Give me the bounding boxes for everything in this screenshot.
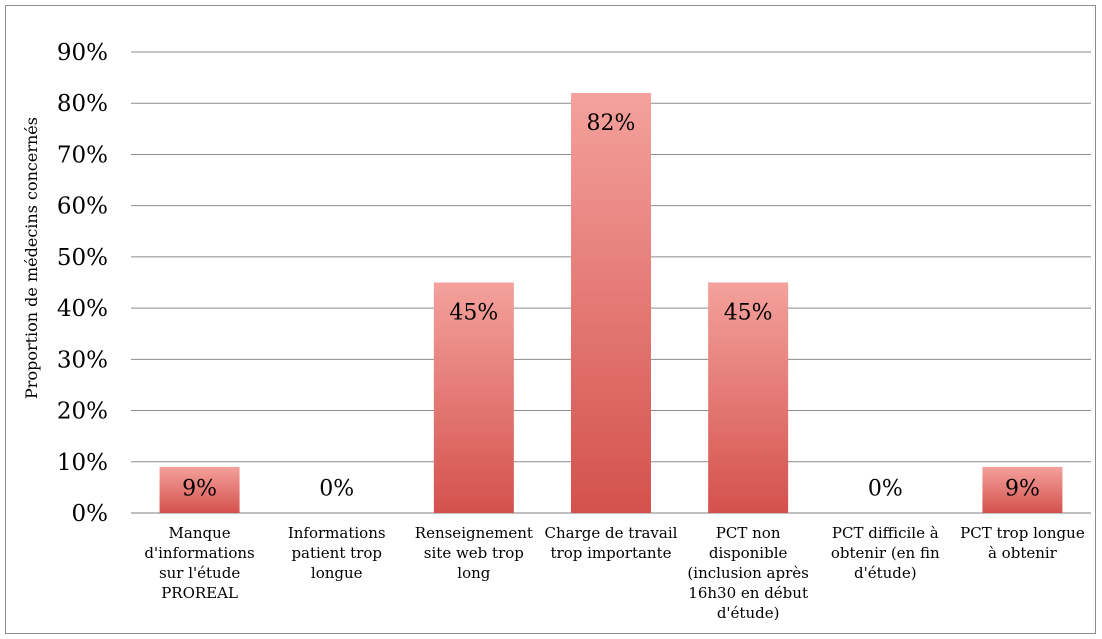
category-label-line: sur l'étude <box>159 564 240 582</box>
category-label-line: d'étude) <box>717 604 780 622</box>
category-label-line: (inclusion après <box>687 564 808 582</box>
y-tick-labels: 0% 10% 20% 30% 40% 50% 60% 70% 80% 90% <box>57 40 108 527</box>
y-tick-label: 70% <box>57 142 108 168</box>
y-tick-label: 40% <box>57 296 108 322</box>
category-label-line: Manque <box>169 524 231 542</box>
category-label-line: long <box>457 564 490 582</box>
y-axis-label: Proportion de médecins concernés <box>22 117 41 399</box>
category-label-line: Renseignement <box>415 524 533 542</box>
category-label-line: d'étude) <box>854 564 917 582</box>
data-label: 9% <box>1005 476 1040 501</box>
category-label: PCT difficile à obtenir (en fin d'étude) <box>831 524 940 582</box>
category-label-line: trop importante <box>551 544 672 562</box>
category-labels: Manque d'informations sur l'étude PROREAL In… <box>144 524 1084 622</box>
category-label: PCT non disponible (inclusion après 16h30 e… <box>687 524 808 622</box>
category-label-line: PCT difficile à <box>832 524 939 542</box>
category-label-line: à obtenir <box>988 544 1058 562</box>
bar <box>433 282 514 513</box>
data-label: 45% <box>724 301 773 326</box>
bars <box>159 92 1063 513</box>
category-label-line: d'informations <box>144 544 254 562</box>
category-label-line: Charge de travail <box>545 524 678 542</box>
category-label-line: disponible <box>709 544 788 562</box>
bar <box>982 466 1063 513</box>
data-label: 0% <box>868 476 903 501</box>
category-label-line: site web trop <box>424 544 524 562</box>
data-label: 9% <box>182 476 217 501</box>
data-label: 82% <box>587 111 636 136</box>
category-label-line: PCT trop longue <box>960 524 1085 542</box>
y-tick-label: 60% <box>57 194 108 220</box>
y-tick-label: 50% <box>57 245 108 271</box>
category-label: Informations patient trop longue <box>288 524 386 582</box>
y-tick-label: 30% <box>57 347 108 373</box>
y-tick-label: 20% <box>57 399 108 425</box>
data-label: 0% <box>319 476 354 501</box>
category-label-line: patient trop <box>291 544 382 562</box>
category-label-line: PCT non <box>716 524 781 542</box>
bar <box>571 92 651 513</box>
category-label-line: obtenir (en fin <box>831 544 940 562</box>
category-label: Charge de travail trop importante <box>545 524 678 562</box>
category-label-line: PROREAL <box>161 584 238 602</box>
data-label: 45% <box>449 301 498 326</box>
y-tick-label: 90% <box>57 40 108 66</box>
bar <box>159 466 240 513</box>
category-label: Renseignement site web trop long <box>415 524 533 582</box>
category-label-line: Informations <box>288 524 386 542</box>
category-label-line: 16h30 en début <box>688 584 808 602</box>
y-tick-label: 10% <box>57 450 108 476</box>
y-tick-label: 80% <box>57 91 108 117</box>
category-label: Manque d'informations sur l'étude PROREAL <box>144 524 254 602</box>
chart-frame <box>5 5 1096 634</box>
category-label-line: longue <box>311 564 363 582</box>
category-label: PCT trop longue à obtenir <box>960 524 1085 562</box>
y-tick-label: 0% <box>72 501 109 527</box>
data-labels: 9% 0% 45% 82% 45% 0% 9% <box>182 111 1040 501</box>
bar <box>708 282 789 513</box>
